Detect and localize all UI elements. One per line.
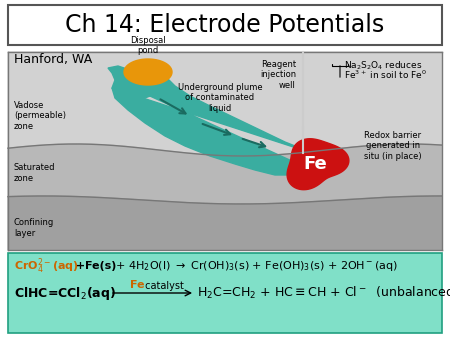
Text: Reagent
injection
well: Reagent injection well [260,60,296,90]
Text: Underground plume
of contaminated
liquid: Underground plume of contaminated liquid [178,83,262,113]
Polygon shape [287,139,349,190]
Polygon shape [124,59,172,85]
FancyBboxPatch shape [8,5,442,45]
Text: Hanford, WA: Hanford, WA [14,53,92,67]
Text: Na$_2$S$_2$O$_4$ reduces: Na$_2$S$_2$O$_4$ reduces [344,60,422,72]
Polygon shape [8,196,442,250]
Polygon shape [108,66,165,98]
Text: Confining
layer: Confining layer [14,218,54,238]
Polygon shape [8,144,442,204]
Polygon shape [8,52,442,156]
Text: Ch 14: Electrode Potentials: Ch 14: Electrode Potentials [65,13,385,37]
Text: CrO$_4^{2-}$(aq): CrO$_4^{2-}$(aq) [14,256,79,276]
FancyBboxPatch shape [8,253,442,333]
Text: Saturated
zone: Saturated zone [14,163,55,183]
Text: Disposal
pond: Disposal pond [130,35,166,55]
Text: Redox barrier
generated in
situ (in place): Redox barrier generated in situ (in plac… [364,131,422,161]
Text: Fe: Fe [303,155,327,173]
Text: Fe$^{3+}$ in soil to Fe$^0$: Fe$^{3+}$ in soil to Fe$^0$ [344,69,427,81]
Text: H$_2$C=CH$_2$ + HC$\equiv$CH + Cl$^-$  (unbalanced): H$_2$C=CH$_2$ + HC$\equiv$CH + Cl$^-$ (u… [197,285,450,301]
Text: +: + [72,261,89,271]
Text: + 4H$_2$O(l) $\rightarrow$ Cr(OH)$_3$(s) + Fe(OH)$_3$(s) + 2OH$^-$(aq): + 4H$_2$O(l) $\rightarrow$ Cr(OH)$_3$(s)… [112,259,398,273]
Text: Vadose
(permeable)
zone: Vadose (permeable) zone [14,101,66,131]
FancyBboxPatch shape [8,52,442,250]
Text: ClHC=CCl$_2$(aq): ClHC=CCl$_2$(aq) [14,285,116,301]
Polygon shape [112,70,318,175]
Text: Fe: Fe [130,280,144,290]
Text: Fe(s): Fe(s) [85,261,117,271]
Text: catalyst: catalyst [142,281,184,291]
